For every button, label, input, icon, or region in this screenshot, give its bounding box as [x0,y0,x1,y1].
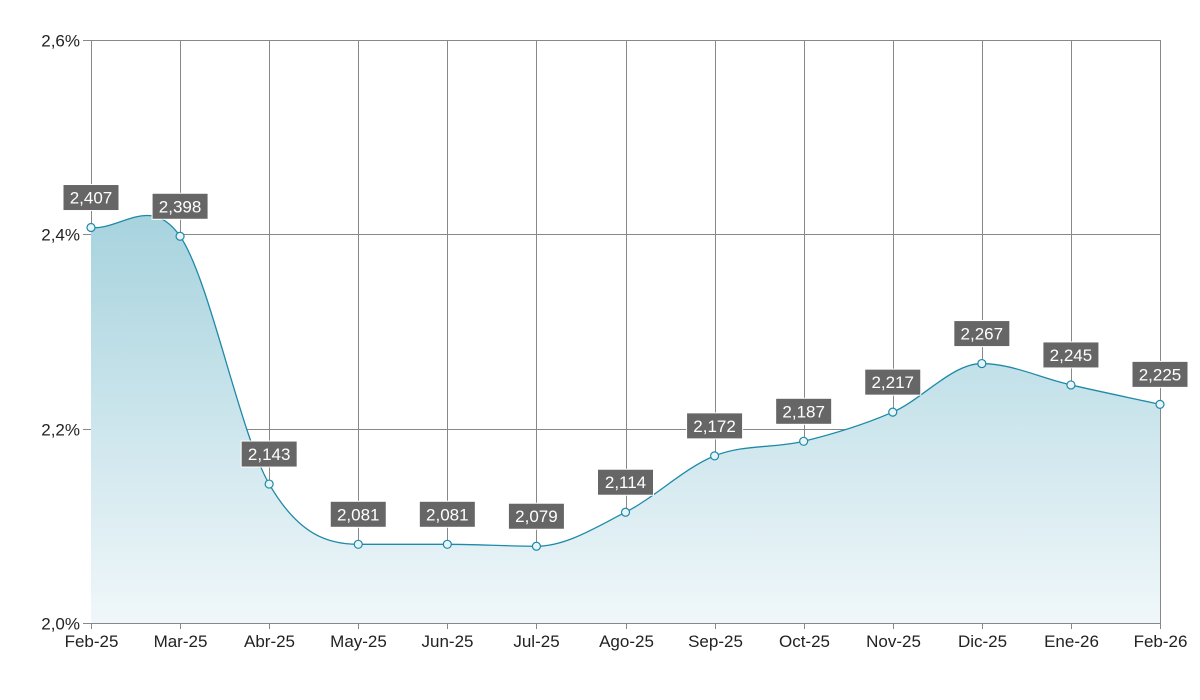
data-label-box [1131,360,1189,388]
x-tick-label: Mar-25 [154,632,208,651]
data-label: 2,187 [782,402,825,421]
x-tick-label: Dic-25 [958,632,1007,651]
data-label-box [151,192,209,220]
data-label: 2,081 [426,505,469,524]
data-label-box [62,184,120,212]
x-tick-label: Sep-25 [688,632,743,651]
x-tick-label: Nov-25 [866,632,921,651]
area-fill-shape [91,215,1160,624]
data-point [264,479,274,489]
data-point [442,539,452,549]
axes: 2,0% 2,2% 2,4% 2,6% Feb-25 Mar-25 Abr-25 May-25… [41,32,1187,652]
x-tick-label: Jul-25 [513,632,559,651]
y-tick-label: 2,2% [41,421,80,440]
data-label-box [418,500,476,528]
data-label-box [507,502,565,530]
x-tick-label: Feb-26 [1134,632,1188,651]
x-tick-label: Jun-25 [422,632,474,651]
x-tick-label: Feb-25 [65,632,119,651]
y-tick-label: 2,4% [41,226,80,245]
y-tick-label: 2,6% [41,32,80,51]
data-label-box [329,500,387,528]
data-point [1066,380,1076,390]
x-tick-label: Ago-25 [599,632,654,651]
x-tick-label: Ene-26 [1044,632,1099,651]
series-line-path [90,215,1161,547]
data-label: 2,081 [337,505,380,524]
data-point [799,436,809,446]
data-label: 2,398 [159,197,202,216]
data-label-box [597,468,654,496]
data-label: 2,217 [871,373,914,392]
data-point [888,407,898,417]
x-tick-label: Oct-25 [779,632,830,651]
data-label: 2,245 [1050,346,1093,365]
y-tick-label: 2,0% [41,615,80,634]
data-label: 2,225 [1139,365,1182,384]
data-label: 2,143 [248,445,291,464]
series-line [90,215,1161,547]
data-point [709,451,720,461]
x-tick-label: Abr-25 [244,632,295,651]
data-label-box [953,320,1011,348]
data-label-box [686,412,744,440]
data-point [620,507,631,517]
data-label: 2,079 [515,507,558,526]
data-label: 2,114 [605,473,646,492]
data-labels: 2,407 2,398 2,143 2,081 2,081 2,079 2,114 2,172… [62,184,1189,530]
area-fill [91,215,1160,624]
data-label-box [1042,341,1100,369]
data-label: 2,172 [693,417,736,436]
data-label-box [240,440,298,468]
data-label-box [864,368,922,396]
data-points [86,222,1165,551]
data-point [531,541,542,551]
data-label: 2,267 [961,325,1004,344]
data-point [1155,399,1165,409]
data-label: 2,407 [70,189,113,208]
data-point [86,222,96,233]
x-tick-label: May-25 [330,632,387,651]
data-label-box [775,397,833,425]
data-point [175,231,185,241]
data-point [977,358,987,369]
data-point [353,539,363,549]
